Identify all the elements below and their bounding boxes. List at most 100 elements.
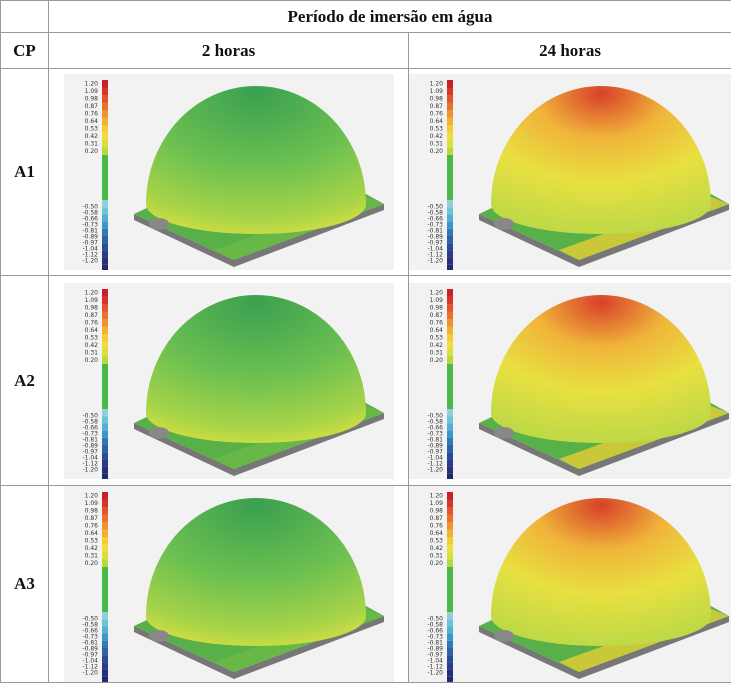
scale-label: 1.09 <box>430 500 444 507</box>
scale-label: 0.98 <box>84 304 98 311</box>
scale-swatch <box>447 466 453 473</box>
scale-label: 0.42 <box>84 342 98 349</box>
scale-label: 0.31 <box>430 553 444 560</box>
scale-swatch <box>102 492 108 500</box>
scale-swatch <box>447 140 453 148</box>
scale-swatch <box>102 452 108 459</box>
scale-swatch <box>102 243 108 250</box>
scale-swatch <box>447 492 453 500</box>
scale-label: 0.76 <box>430 319 444 326</box>
scale-swatch <box>447 423 453 430</box>
results-table: Período de imersão em água CP 2 horas 24… <box>0 0 731 683</box>
scale-label: 0.53 <box>430 334 444 341</box>
scale-swatch <box>447 148 453 156</box>
scale-label: -1.20 <box>427 258 443 265</box>
scale-swatch <box>447 103 453 111</box>
scale-label: 0.98 <box>430 304 444 311</box>
scale-swatch <box>447 452 453 459</box>
scale-swatch <box>102 214 108 221</box>
scale-swatch <box>447 515 453 523</box>
scale-label: 0.31 <box>84 349 98 356</box>
hole <box>494 218 514 230</box>
scale-swatch <box>102 364 108 409</box>
scan-image: 1.201.090.980.870.760.640.530.420.310.20… <box>64 486 394 682</box>
hole <box>149 427 169 439</box>
scale-swatch <box>102 319 108 327</box>
scale-label: 0.64 <box>84 530 98 537</box>
scale-swatch <box>447 430 453 437</box>
scale-label: 0.76 <box>430 111 444 118</box>
scale-swatch <box>447 626 453 633</box>
scale-label: 0.87 <box>430 103 444 110</box>
scale-label: 0.20 <box>430 148 444 155</box>
scale-swatch <box>102 409 108 416</box>
scale-swatch <box>102 500 108 508</box>
scale-label: 0.98 <box>84 508 98 515</box>
scale-swatch <box>447 243 453 250</box>
scale-swatch <box>447 670 453 677</box>
scale-swatch <box>102 95 108 103</box>
scale-swatch <box>102 560 108 568</box>
scale-swatch <box>102 515 108 523</box>
scale-swatch <box>447 133 453 141</box>
scale-label: 0.98 <box>430 96 444 103</box>
scale-label: 0.87 <box>430 312 444 319</box>
scale-label: 1.20 <box>84 289 98 296</box>
scale-swatch <box>447 612 453 619</box>
scale-swatch <box>102 522 108 530</box>
scale-swatch <box>447 648 453 655</box>
scale-swatch <box>102 430 108 437</box>
row-label: A2 <box>1 276 49 486</box>
scale-swatch <box>447 88 453 96</box>
scale-swatch <box>102 619 108 626</box>
scale-swatch <box>102 634 108 641</box>
scale-swatch <box>102 140 108 148</box>
scale-swatch <box>102 356 108 364</box>
scale-label: 0.20 <box>84 560 98 567</box>
scale-label: 0.42 <box>430 545 444 552</box>
scale-label: 0.42 <box>430 133 444 140</box>
scale-label: 0.31 <box>430 141 444 148</box>
scale-swatch <box>102 304 108 312</box>
scale-swatch <box>447 125 453 133</box>
scale-swatch <box>102 250 108 257</box>
scale-label: 0.42 <box>84 133 98 140</box>
scale-swatch <box>102 289 108 297</box>
scale-swatch <box>447 214 453 221</box>
column-header: 2 horas <box>49 33 409 69</box>
scale-swatch <box>102 265 108 270</box>
scale-swatch <box>447 319 453 327</box>
scale-label: 0.98 <box>84 96 98 103</box>
scale-label: 0.53 <box>430 538 444 545</box>
scale-swatch <box>102 670 108 677</box>
scale-swatch <box>447 364 453 409</box>
scale-swatch <box>102 612 108 619</box>
scale-label: 0.20 <box>430 357 444 364</box>
scale-label: 1.20 <box>84 493 98 500</box>
scale-swatch <box>102 445 108 452</box>
scan-image: 1.201.090.980.870.760.640.530.420.310.20… <box>409 74 731 270</box>
scale-label: 0.53 <box>84 126 98 133</box>
scale-swatch <box>102 466 108 473</box>
scale-swatch <box>102 567 108 612</box>
scale-swatch <box>102 473 108 478</box>
scale-swatch <box>447 222 453 229</box>
scale-swatch <box>447 207 453 214</box>
row-label: A1 <box>1 69 49 276</box>
scale-label: -1.20 <box>82 258 98 265</box>
scale-label: 0.76 <box>84 111 98 118</box>
scale-swatch <box>447 522 453 530</box>
scale-swatch <box>102 437 108 444</box>
scale-label: 0.76 <box>430 523 444 530</box>
scale-label: 0.53 <box>430 126 444 133</box>
scale-swatch <box>447 250 453 257</box>
scale-label: 0.20 <box>430 560 444 567</box>
scale-swatch <box>102 110 108 118</box>
scale-swatch <box>447 349 453 357</box>
scale-swatch <box>447 289 453 297</box>
scale-swatch <box>447 155 453 200</box>
scan-image: 1.201.090.980.870.760.640.530.420.310.20… <box>64 283 394 479</box>
